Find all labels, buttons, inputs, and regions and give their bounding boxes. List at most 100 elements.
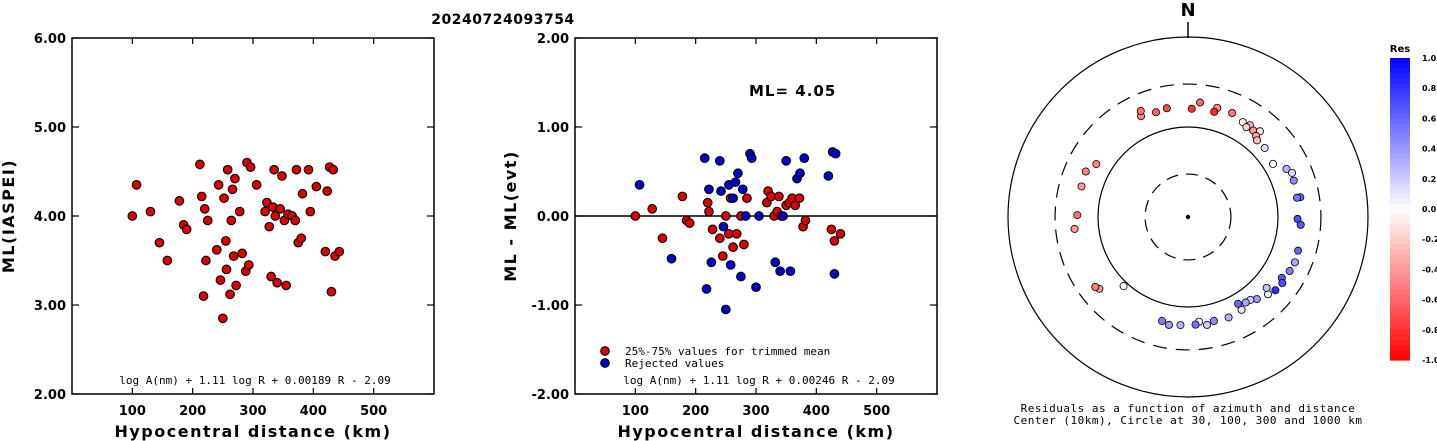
ml-point <box>303 164 314 175</box>
residual-y-tick-label: -1.00 <box>532 299 569 314</box>
ml-point <box>213 180 224 190</box>
circle-300km <box>1054 83 1322 351</box>
station-point <box>1278 279 1287 288</box>
ml-y-tick-label: 3.00 <box>34 299 66 314</box>
azimuth-caption-2: Center (10km), Circle at 30, 100, 300 an… <box>1013 414 1362 427</box>
colorbar-segment <box>1390 274 1410 281</box>
colorbar-tick-label: 0.0 <box>1422 205 1437 214</box>
figure-title: 20240724093754 <box>431 12 574 28</box>
residual-point <box>739 239 749 250</box>
colorbar-segment <box>1390 128 1410 135</box>
colorbar-segment <box>1390 259 1410 265</box>
station-point <box>1253 136 1262 145</box>
colorbar-segment <box>1390 344 1410 351</box>
residual-point <box>714 155 725 166</box>
residual-point <box>778 211 789 221</box>
station-point <box>1187 104 1196 113</box>
colorbar-tick-label: 0.6 <box>1422 114 1437 123</box>
residual-x-tick-label: 100 <box>622 404 649 419</box>
colorbar-segment <box>1390 78 1410 84</box>
residual-point <box>785 266 796 277</box>
station-point <box>1241 298 1250 307</box>
residual-point <box>775 266 785 277</box>
colorbar-segment <box>1390 98 1410 104</box>
colorbar-segment <box>1390 279 1410 286</box>
colorbar-segment <box>1390 123 1410 130</box>
residual-point <box>770 257 781 268</box>
ml-point <box>219 193 229 204</box>
residual-point <box>634 180 645 190</box>
residual-y-label: ML - ML(evt) <box>501 150 520 282</box>
residual-point <box>800 215 811 226</box>
ml-panel: 100 200 300 400 500 2.00 3.00 4.00 5.00 6.00 Hypo… <box>0 32 435 441</box>
residual-point <box>666 253 677 264</box>
colorbar-segment <box>1390 203 1410 210</box>
station-point <box>1252 295 1261 304</box>
station-point <box>1269 159 1278 168</box>
station-point <box>1119 282 1128 291</box>
ml-point <box>222 164 233 175</box>
ml-point <box>225 289 235 300</box>
residual-point <box>718 221 729 232</box>
ml-point <box>290 215 301 226</box>
residual-point <box>657 233 668 244</box>
ml-point <box>326 286 337 297</box>
ml-point <box>264 221 275 232</box>
station-point <box>1210 107 1219 116</box>
colorbar-segment <box>1390 214 1410 220</box>
residual-point <box>829 269 840 279</box>
ml-point <box>291 164 302 175</box>
colorbar: 1.0 0.8 0.6 0.4 0.2 0.0 -0.2 -0.4 -0.6 -0.8 -1.0 <box>1390 54 1437 365</box>
residual-point <box>790 200 801 211</box>
colorbar-segment <box>1390 188 1410 195</box>
colorbar-segment <box>1390 198 1410 205</box>
residual-point <box>754 211 764 221</box>
station-point <box>1091 282 1100 291</box>
residual-point <box>830 148 841 159</box>
station-point <box>1293 193 1302 202</box>
ml-y-label: ML(IASPEI) <box>0 159 18 273</box>
colorbar-segment <box>1390 103 1410 109</box>
residual-point <box>728 242 738 252</box>
ml-x-tick-label: 500 <box>360 404 387 419</box>
colorbar-segment <box>1390 83 1410 89</box>
colorbar-title: Res <box>1390 44 1410 55</box>
colorbar-segment <box>1390 153 1410 160</box>
residual-panel: 100 200 300 400 500 -2.00 -1.00 0.00 1.00 2.00 Hy… <box>501 32 938 441</box>
ml-x-tick-label: 400 <box>300 404 327 419</box>
station-point <box>1290 258 1299 267</box>
colorbar-segment <box>1390 133 1410 140</box>
epicenter <box>1185 214 1191 220</box>
colorbar-segment <box>1390 319 1410 326</box>
ml-point <box>245 162 256 172</box>
ml-point <box>199 204 210 214</box>
residual-point <box>699 153 710 163</box>
ml-point <box>174 196 185 206</box>
station-point <box>1203 320 1212 329</box>
colorbar-segment <box>1390 118 1410 125</box>
station-point <box>1162 104 1171 113</box>
ml-y-tick-label: 5.00 <box>34 121 66 136</box>
residual-point <box>706 257 717 268</box>
ml-point <box>195 159 205 170</box>
residual-point <box>829 236 840 246</box>
colorbar-tick-label: 0.2 <box>1422 175 1436 184</box>
residual-point <box>781 155 792 166</box>
station-point <box>1263 290 1272 299</box>
colorbar-segment <box>1390 289 1410 296</box>
colorbar-segment <box>1390 93 1410 99</box>
ml-point <box>305 206 316 217</box>
colorbar-segment <box>1390 219 1410 225</box>
colorbar-segment <box>1390 209 1410 215</box>
residual-y-tick-label: 0.00 <box>537 210 569 225</box>
azimuth-caption-1: Residuals as a function of azimuth and d… <box>1021 402 1356 415</box>
ml-plot-frame <box>71 37 435 395</box>
colorbar-tick-label: -0.6 <box>1422 296 1437 305</box>
residual-point <box>647 204 658 214</box>
colorbar-segment <box>1390 183 1410 190</box>
residual-point <box>730 177 741 188</box>
ml-point <box>226 215 237 226</box>
station-point <box>1296 220 1305 229</box>
residual-point <box>731 228 742 239</box>
